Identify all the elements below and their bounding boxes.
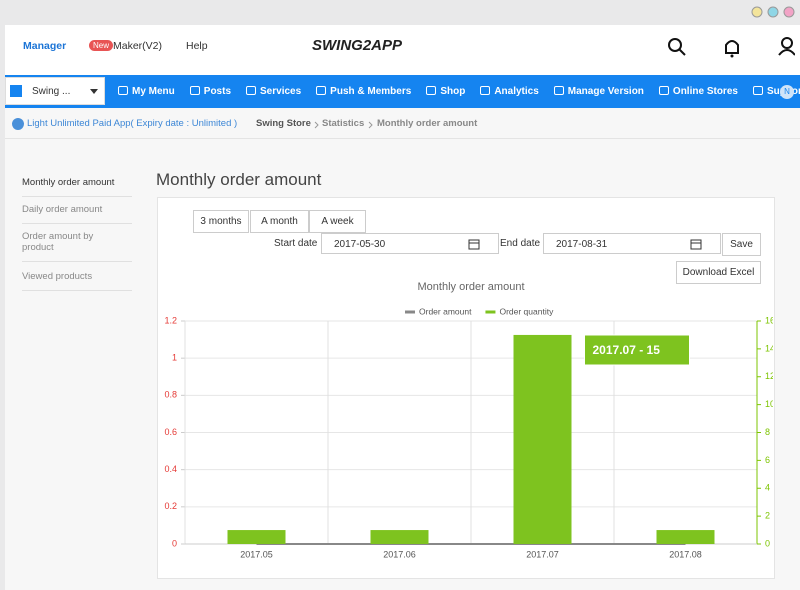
sidebar-item[interactable]: Viewed products <box>22 263 132 291</box>
crumb: Monthly order amount <box>377 118 478 129</box>
end-date[interactable]: 2017-08-31 <box>543 233 721 254</box>
manager-link[interactable]: Manager <box>23 40 67 52</box>
tooltip-box <box>584 334 690 366</box>
nav-item-text: Posts <box>203 86 232 97</box>
sidebar-item[interactable]: Daily order amount <box>22 196 132 224</box>
app-info[interactable]: Light Unlimited Paid App( Expiry date : … <box>27 118 238 129</box>
help-link[interactable]: Help <box>186 40 208 52</box>
nav-item-text: Shop <box>440 86 466 97</box>
start-date[interactable]: 2017-05-30 <box>321 233 499 254</box>
bar <box>656 530 715 544</box>
nav-item[interactable]: Online Stores <box>658 75 738 108</box>
nav-item-text: Analytics <box>494 86 539 97</box>
calendar-icon[interactable] <box>468 238 480 250</box>
download-button[interactable]: Download Excel <box>676 261 761 284</box>
nav-item[interactable]: Posts <box>189 75 232 108</box>
calendar-icon[interactable] <box>690 238 702 250</box>
y2-tick-label: 16 <box>765 315 773 325</box>
y-tick-label: 0 <box>172 538 177 548</box>
nav-item-text: Online Stores <box>672 86 738 97</box>
nav-item[interactable]: Services <box>246 75 301 108</box>
app-select[interactable]: Swing ... <box>5 77 105 105</box>
y-tick-label: 0.2 <box>164 501 177 511</box>
header: Manager New Maker(V2) Help SWING2APP <box>5 25 800 75</box>
y2-tick-label: 0 <box>765 538 770 548</box>
y2-tick-label: 2 <box>765 511 770 521</box>
panel <box>157 197 775 579</box>
range-button[interactable]: 3 months <box>193 210 249 233</box>
sidebar-item[interactable]: Monthly order amount <box>22 169 132 197</box>
x-tick-label: 2017.07 <box>526 549 559 559</box>
crumb[interactable]: Swing Store <box>256 118 311 129</box>
y-tick-label: 0.8 <box>164 390 177 400</box>
x-tick-label: 2017.06 <box>383 549 416 559</box>
nav-item-text: Manage Version <box>567 86 644 97</box>
breadcrumb-bar: Light Unlimited Paid App( Expiry date : … <box>5 108 800 139</box>
window-controls <box>751 6 795 18</box>
chart: Monthly order amount 0 0.2 0.4 0.6 0.8 1 1.2 0 2 4… <box>164 281 773 559</box>
bar <box>227 530 286 544</box>
y-tick-label: 1 <box>172 353 177 363</box>
crumb[interactable]: Statistics <box>322 118 365 129</box>
y2-tick-label: 4 <box>765 483 770 493</box>
nav-item[interactable]: Analytics <box>480 75 539 108</box>
support-badge: N <box>780 85 794 99</box>
x-tick-label: 2017.08 <box>669 549 702 559</box>
nav-item[interactable]: My Menu <box>118 75 175 108</box>
x-tick-label: 2017.05 <box>240 549 273 559</box>
logo[interactable]: SWING2APP <box>312 37 403 54</box>
nav-bar: Swing ... My Menu Posts Services Push & Mem… <box>5 75 800 108</box>
y-tick-label: 0.4 <box>164 464 177 474</box>
y-tick-label: 0.6 <box>164 427 177 437</box>
save-button[interactable]: Save <box>722 233 761 256</box>
y2-tick-label: 12 <box>765 371 773 381</box>
tooltip-text: 2017.07 - 15 <box>593 343 661 357</box>
nav-item-text: My Menu <box>132 86 175 97</box>
new-badge: New <box>89 40 114 51</box>
nav-item[interactable]: Manage Version <box>553 75 644 108</box>
y-tick-label: 1.2 <box>164 315 177 325</box>
app-select-text: Swing ... <box>32 86 71 97</box>
nav-item[interactable]: Shop <box>426 75 465 108</box>
end-label: End date : <box>500 238 546 249</box>
nav-item-text: Push & Members <box>330 86 412 97</box>
range-button[interactable]: A week <box>309 210 366 233</box>
bar <box>513 334 572 544</box>
bar <box>370 530 429 544</box>
y2-tick-label: 14 <box>765 343 773 353</box>
chart-title: Monthly order amount <box>418 281 525 293</box>
maker-link[interactable]: Maker(V2) <box>113 40 163 52</box>
nav-item[interactable]: Push & Members <box>316 75 411 108</box>
range-button[interactable]: A month <box>250 210 309 233</box>
sidebar-item[interactable]: Order amount by product <box>22 223 132 262</box>
start-label: Start date : <box>274 238 323 249</box>
legend-label: Order amount <box>419 306 472 316</box>
page-title: Monthly order amount <box>156 170 322 189</box>
y2-tick-label: 10 <box>765 399 773 409</box>
header-icons <box>668 37 795 58</box>
nav-item-text: Services <box>260 86 302 97</box>
y2-tick-label: 6 <box>765 455 770 465</box>
y2-tick-label: 8 <box>765 427 770 437</box>
legend-label: Order quantity <box>499 306 554 316</box>
